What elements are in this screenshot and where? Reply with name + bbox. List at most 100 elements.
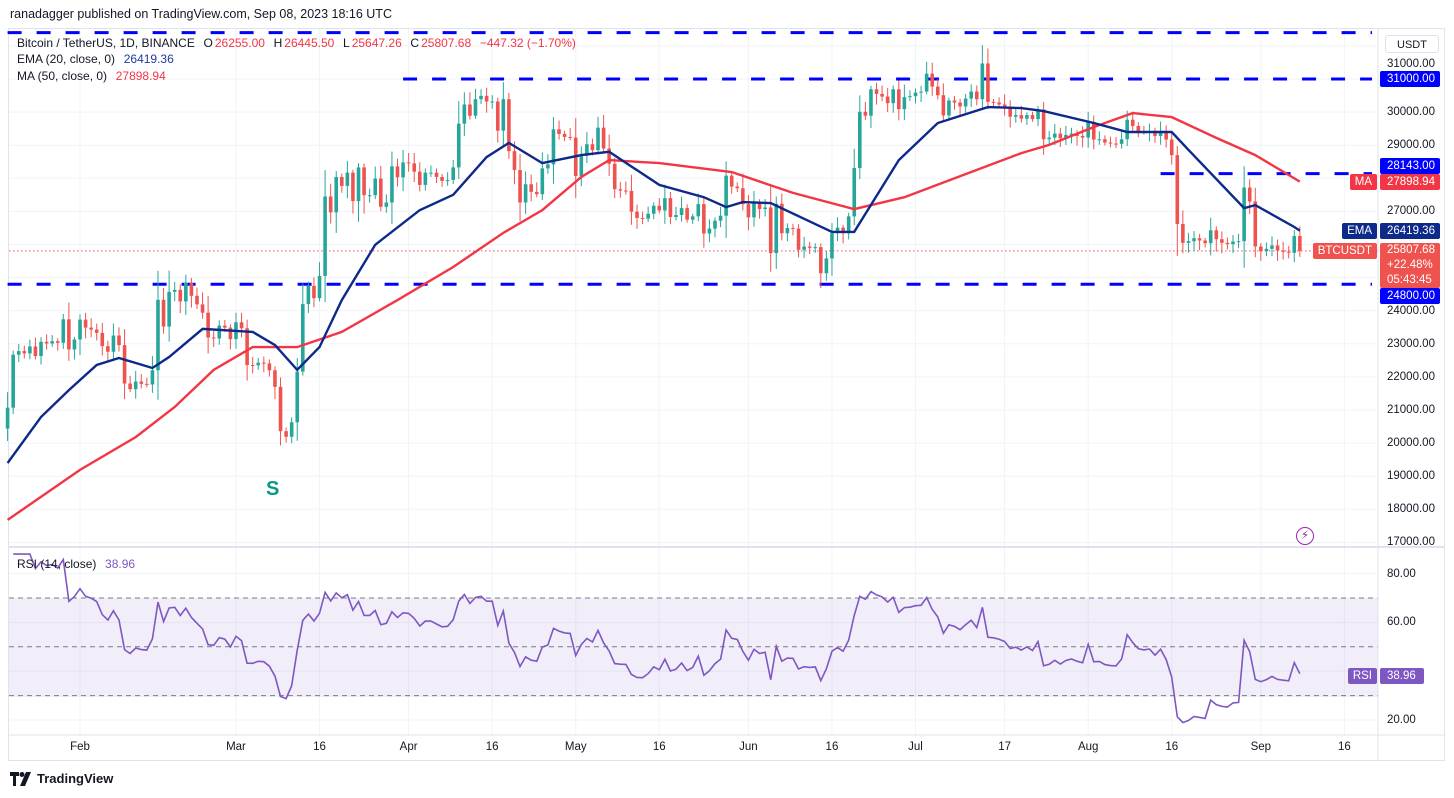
candle-body — [1169, 139, 1174, 156]
ma-legend[interactable]: MA (50, close, 0) 27898.94 — [17, 69, 168, 83]
tradingview-logo[interactable]: TradingView — [10, 771, 113, 786]
candle — [1181, 210, 1185, 254]
candle — [289, 417, 294, 444]
candle — [284, 427, 288, 443]
candle — [423, 168, 428, 191]
candle-body — [1125, 119, 1129, 140]
candle-body — [846, 216, 851, 234]
candle-body — [752, 203, 756, 218]
candle — [557, 120, 561, 140]
candle-body — [1041, 109, 1046, 140]
candle — [974, 85, 979, 106]
candle — [334, 171, 339, 233]
candle-body — [83, 319, 88, 328]
candle-body — [429, 172, 433, 174]
lightning-icon[interactable]: ⚡ — [1296, 527, 1314, 545]
candle-body — [941, 95, 946, 116]
candle — [690, 213, 695, 224]
candle-body — [1298, 236, 1302, 251]
candle — [546, 154, 550, 174]
candle-body — [624, 190, 628, 192]
candle-body — [468, 104, 472, 116]
candle — [1153, 127, 1157, 143]
candle-body — [1019, 115, 1024, 119]
symbol-tag: BTCUSDT — [1312, 243, 1377, 259]
time-tick-label: Aug — [1077, 741, 1099, 753]
candle — [674, 206, 678, 221]
candle — [780, 193, 784, 241]
candle-body — [685, 208, 689, 220]
candle — [646, 206, 650, 222]
candle — [1247, 179, 1252, 215]
candle — [585, 132, 589, 164]
candle — [573, 118, 578, 199]
time-tick-label: 16 — [825, 741, 839, 753]
ma-line — [6, 111, 1301, 521]
candle-body — [596, 127, 600, 151]
price-tick-label: 24000.00 — [1387, 305, 1435, 317]
candle — [897, 80, 901, 121]
candle-body — [284, 431, 288, 437]
candle — [429, 165, 433, 177]
candles — [5, 45, 1302, 446]
candle-body — [139, 381, 144, 384]
candle — [1275, 239, 1280, 261]
candle — [819, 243, 823, 288]
rsi-legend[interactable]: RSI (14, close) 38.96 — [17, 557, 137, 571]
candle-body — [607, 148, 611, 164]
candle-body — [195, 295, 199, 305]
rsi-line — [13, 553, 1301, 724]
candle — [150, 356, 155, 393]
ema-value: 26419.36 — [123, 52, 174, 66]
close-value: 25807.68 — [421, 36, 472, 50]
candle-body — [145, 383, 149, 385]
candle — [668, 191, 673, 225]
candle-body — [200, 304, 205, 313]
candle-body — [117, 335, 121, 346]
candle — [117, 327, 121, 352]
candle-body — [629, 190, 634, 212]
price-tick-label: 23000.00 — [1387, 337, 1435, 350]
candle — [568, 127, 572, 141]
candle-body — [462, 104, 467, 124]
candle-body — [869, 89, 873, 116]
candle — [217, 320, 222, 345]
ema-legend[interactable]: EMA (20, close, 0) 26419.36 — [17, 52, 176, 66]
candle-body — [780, 203, 784, 234]
candle — [178, 284, 183, 314]
candle-body — [245, 328, 249, 365]
candle-body — [1064, 134, 1068, 139]
candle-body — [1275, 245, 1280, 251]
candle — [473, 88, 478, 119]
ema-line — [6, 105, 1301, 464]
candle-body — [367, 195, 372, 197]
time-tick-label: Jul — [908, 741, 923, 753]
candle — [373, 166, 378, 200]
rsi-label: RSI (14, close) — [17, 557, 97, 571]
candle — [295, 358, 300, 441]
candle — [1225, 237, 1230, 250]
candle-body — [94, 329, 99, 333]
currency-selector[interactable]: USDT — [1385, 35, 1439, 53]
candle — [963, 94, 968, 113]
price-tick-label: 19000.00 — [1387, 470, 1435, 483]
candle — [551, 117, 556, 184]
candle-body — [33, 346, 38, 357]
candle-body — [1242, 187, 1246, 242]
candle-body — [729, 175, 734, 187]
candle-body — [484, 95, 489, 102]
candle — [1186, 232, 1191, 253]
candle-body — [100, 332, 105, 347]
ema-label: EMA (20, close, 0) — [17, 52, 116, 66]
candle — [523, 171, 528, 214]
rsi-tag: RSI — [1347, 668, 1377, 684]
candle — [351, 169, 355, 214]
price-tick-label: 18000.00 — [1387, 503, 1435, 516]
candle — [378, 165, 383, 212]
candle-body — [952, 100, 957, 103]
candle-body — [278, 386, 283, 432]
candle — [111, 323, 116, 362]
candle-body — [1069, 133, 1074, 135]
ma-price-badge: 27898.94 — [1380, 174, 1440, 190]
